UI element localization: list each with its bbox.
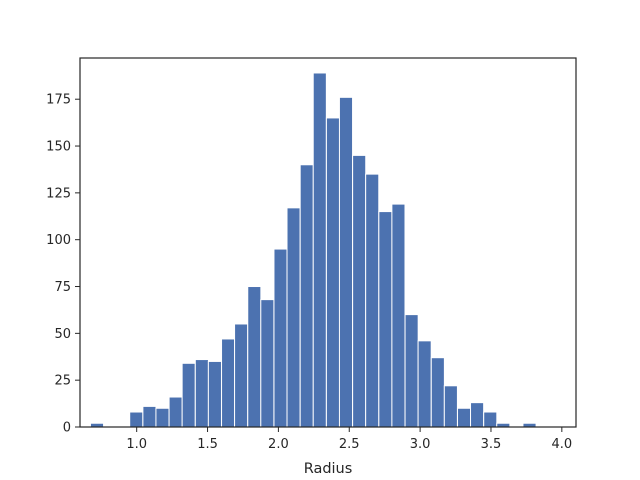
histogram-bar (194, 359, 209, 428)
axes-frame (79, 57, 577, 428)
histogram-bar (260, 299, 275, 428)
histogram-bar (234, 323, 249, 428)
histogram-bar (299, 164, 314, 428)
histogram-bar (312, 72, 327, 428)
histogram-bar (391, 203, 406, 428)
y-tick-label: 75 (54, 280, 71, 295)
histogram-bar (207, 360, 222, 428)
y-axis-ticks: 0 25 50 75 100 125 150 175 (46, 93, 80, 436)
histogram-bar (483, 411, 498, 428)
histogram-bar (247, 286, 262, 428)
histogram-bar (325, 117, 341, 428)
y-tick-label: 150 (46, 140, 71, 155)
x-tick-label: 4.0 (551, 437, 572, 452)
histogram-bar (378, 211, 393, 428)
histogram-bar (365, 173, 380, 428)
histogram-bar (470, 402, 485, 428)
histogram-bar (221, 338, 236, 428)
y-tick-label: 100 (46, 233, 71, 248)
x-tick-label: 2.5 (339, 437, 360, 452)
histogram-bar (404, 314, 419, 428)
x-axis-ticks: 1.0 1.5 2.0 2.5 3.0 3.5 4.0 (126, 427, 572, 452)
histogram-bar (181, 362, 196, 428)
y-tick-label: 175 (46, 93, 71, 108)
y-tick-label: 25 (54, 374, 71, 389)
histogram-bar (352, 154, 367, 428)
x-tick-label: 3.5 (481, 437, 502, 452)
histogram-bar (286, 207, 301, 428)
x-tick-label: 3.0 (410, 437, 431, 452)
y-tick-label: 50 (54, 327, 71, 342)
histogram-bar (430, 357, 445, 428)
y-tick-label: 0 (63, 421, 71, 436)
histogram-bar (456, 407, 472, 428)
histogram-bar (142, 405, 157, 428)
x-tick-label: 1.5 (197, 437, 218, 452)
histogram-bar (443, 385, 458, 428)
histogram-bar (168, 396, 183, 428)
histogram-bar (273, 248, 288, 428)
x-tick-label: 2.0 (268, 437, 289, 452)
x-axis-label: Radius (304, 461, 353, 477)
y-tick-label: 125 (46, 186, 71, 201)
bars-group (89, 72, 537, 428)
histogram-bar (155, 407, 170, 428)
histogram-bar (129, 411, 144, 428)
histogram-bar (417, 340, 432, 428)
histogram-bar (338, 96, 354, 428)
x-tick-label: 1.0 (126, 437, 147, 452)
